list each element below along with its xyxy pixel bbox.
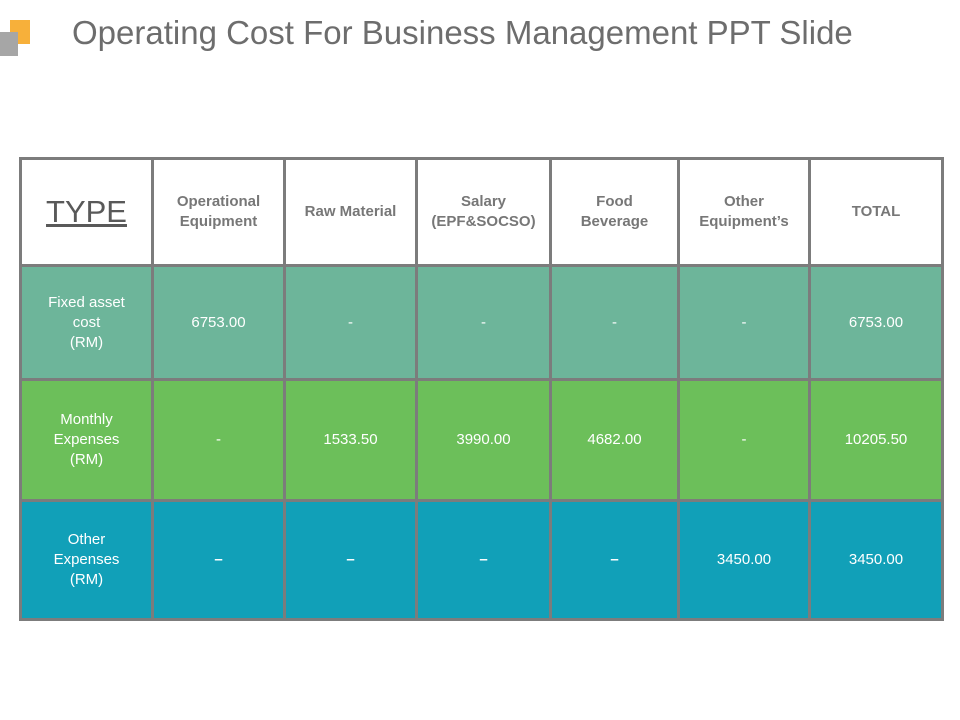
table-cell: - bbox=[677, 264, 811, 381]
logo-gray-square bbox=[0, 32, 18, 56]
slide-logo bbox=[0, 0, 40, 60]
header-total: TOTAL bbox=[808, 157, 944, 267]
table-row-other-expenses: Other Expenses (RM) – – – – 3450.00 3450… bbox=[19, 499, 944, 621]
table-cell: - bbox=[415, 264, 552, 381]
table-cell: 4682.00 bbox=[549, 378, 680, 502]
table-cell: - bbox=[283, 264, 418, 381]
table-cell-total: 10205.50 bbox=[808, 378, 944, 502]
table-cell: 3990.00 bbox=[415, 378, 552, 502]
table-cell: - bbox=[549, 264, 680, 381]
slide-title: Operating Cost For Business Management P… bbox=[72, 14, 853, 51]
table-cell: – bbox=[415, 499, 552, 621]
header-type: TYPE bbox=[19, 157, 154, 267]
table-cell: – bbox=[549, 499, 680, 621]
header-raw-material: Raw Material bbox=[283, 157, 418, 267]
table-cell: – bbox=[283, 499, 418, 621]
table-cell: - bbox=[677, 378, 811, 502]
table-row-fixed-asset: Fixed asset cost (RM) 6753.00 - - - - 67… bbox=[19, 264, 944, 381]
header-salary: Salary (EPF&SOCSO) bbox=[415, 157, 552, 267]
table-cell: 3450.00 bbox=[677, 499, 811, 621]
table-row-monthly-expenses: Monthly Expenses (RM) - 1533.50 3990.00 … bbox=[19, 378, 944, 502]
table-cell: – bbox=[151, 499, 286, 621]
table-cell: 6753.00 bbox=[151, 264, 286, 381]
header-food-beverage: Food Beverage bbox=[549, 157, 680, 267]
header-operational-equipment: Operational Equipment bbox=[151, 157, 286, 267]
table-cell: 1533.50 bbox=[283, 378, 418, 502]
table-header-row: TYPE Operational Equipment Raw Material … bbox=[19, 157, 944, 267]
header-other-equipments: Other Equipment’s bbox=[677, 157, 811, 267]
table-cell-total: 6753.00 bbox=[808, 264, 944, 381]
row-label: Other Expenses (RM) bbox=[19, 499, 154, 621]
operating-cost-table: TYPE Operational Equipment Raw Material … bbox=[19, 157, 944, 621]
row-label: Monthly Expenses (RM) bbox=[19, 378, 154, 502]
table-cell-total: 3450.00 bbox=[808, 499, 944, 621]
table-cell: - bbox=[151, 378, 286, 502]
row-label: Fixed asset cost (RM) bbox=[19, 264, 154, 381]
